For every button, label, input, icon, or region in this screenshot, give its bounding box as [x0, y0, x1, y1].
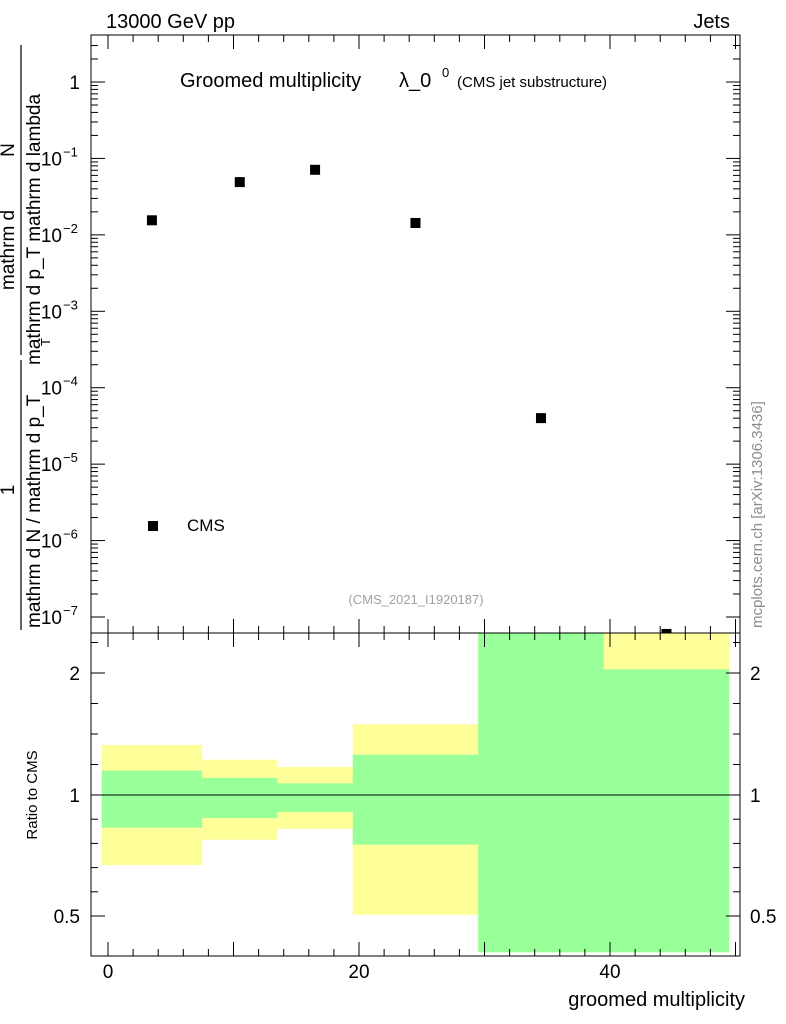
ratio-band-bin: [277, 783, 353, 812]
y-tick-label: 10: [41, 302, 62, 323]
y-tick-label: 1: [69, 73, 80, 94]
ratio-band-bin: [202, 777, 278, 818]
plot-title-lambda: λ_0: [399, 70, 431, 92]
y-tick-label: 10: [41, 379, 62, 400]
ratio-band-bin: [478, 633, 604, 953]
process-label: Jets: [693, 11, 730, 33]
plot-title: Groomed multiplicity λ_0 0 (CMS jet subs…: [180, 65, 607, 92]
ratio-y-axis-label: Ratio to CMS: [24, 750, 41, 839]
x-tick-label: 20: [348, 962, 369, 983]
ratio-y-ticks: 0.5 0.5 1 1 2 2: [54, 642, 776, 928]
data-point: [661, 628, 672, 633]
y-tick-label-exponent: −5: [63, 450, 78, 465]
ratio-y-tick-label: 2: [69, 664, 80, 685]
x-axis-label: groomed multiplicity: [568, 989, 745, 1011]
main-data-points: [146, 164, 672, 633]
legend-marker: [148, 521, 158, 531]
y-axis-label-rhs-numerator: mathrm d: [0, 210, 19, 290]
plot-title-main: Groomed multiplicity: [180, 70, 361, 92]
x-tick-labels: 0 20 40: [103, 962, 621, 983]
y-tick-label: 10: [41, 455, 62, 476]
analysis-id: (CMS_2021_I1920187): [348, 592, 483, 607]
x-tick-label: 0: [103, 962, 114, 983]
data-point: [310, 164, 321, 175]
data-point: [146, 215, 157, 226]
side-watermark: mcplots.cern.ch [arXiv:1306.3436]: [749, 401, 766, 628]
y-tick-label-exponent: −4: [63, 374, 78, 389]
y-tick-label: 10: [41, 226, 62, 247]
y-axis-label-denominator: mathrm d N / mathrm d p_T: [24, 394, 45, 628]
y-tick-label-exponent: −3: [63, 297, 78, 312]
data-point: [410, 217, 421, 228]
x-tick-label: 40: [599, 962, 620, 983]
y-axis-label: 1 mathrm d N / mathrm d p_T mathrm d N m…: [0, 45, 53, 630]
y-tick-label-exponent: −6: [63, 527, 78, 542]
ratio-x-ticks: [107, 633, 736, 956]
main-x-ticks: [107, 35, 736, 633]
y-tick-label-exponent: −7: [63, 603, 78, 618]
plot-title-sub: (CMS jet substructure): [457, 74, 607, 91]
legend: CMS: [148, 516, 225, 535]
y-axis-label-rhs-denominator: mathrm d p_T mathrm d lambda: [24, 94, 45, 365]
main-y-ticks: 110−110−210−310−410−510−610−7: [41, 45, 740, 629]
y-tick-label-exponent: −1: [63, 144, 78, 159]
data-point: [535, 413, 546, 424]
ratio-band-bin: [603, 669, 730, 953]
y-tick-label: 10: [41, 149, 62, 170]
y-axis-label-rhs-numerator-n: N: [0, 143, 19, 157]
ratio-y-tick-label-right: 0.5: [750, 907, 776, 928]
ratio-band-bin: [352, 754, 479, 845]
legend-label: CMS: [187, 516, 225, 535]
ratio-y-tick-label-right: 1: [750, 786, 761, 807]
y-tick-label: 10: [41, 608, 62, 629]
ratio-y-tick-label: 1: [69, 786, 80, 807]
ratio-band-bin: [101, 770, 203, 828]
energy-label: 13000 GeV pp: [106, 11, 235, 33]
ratio-bands: [101, 633, 730, 953]
y-axis-label-subscript: T: [38, 338, 53, 346]
y-tick-label: 10: [41, 532, 62, 553]
ratio-y-tick-label-right: 2: [750, 664, 761, 685]
main-plot-frame: [90, 34, 741, 634]
ratio-y-tick-label: 0.5: [54, 907, 80, 928]
y-tick-label-exponent: −2: [63, 221, 78, 236]
plot-title-superscript: 0: [442, 65, 449, 80]
y-axis-label-numerator: 1: [0, 485, 19, 496]
data-point: [234, 177, 245, 188]
